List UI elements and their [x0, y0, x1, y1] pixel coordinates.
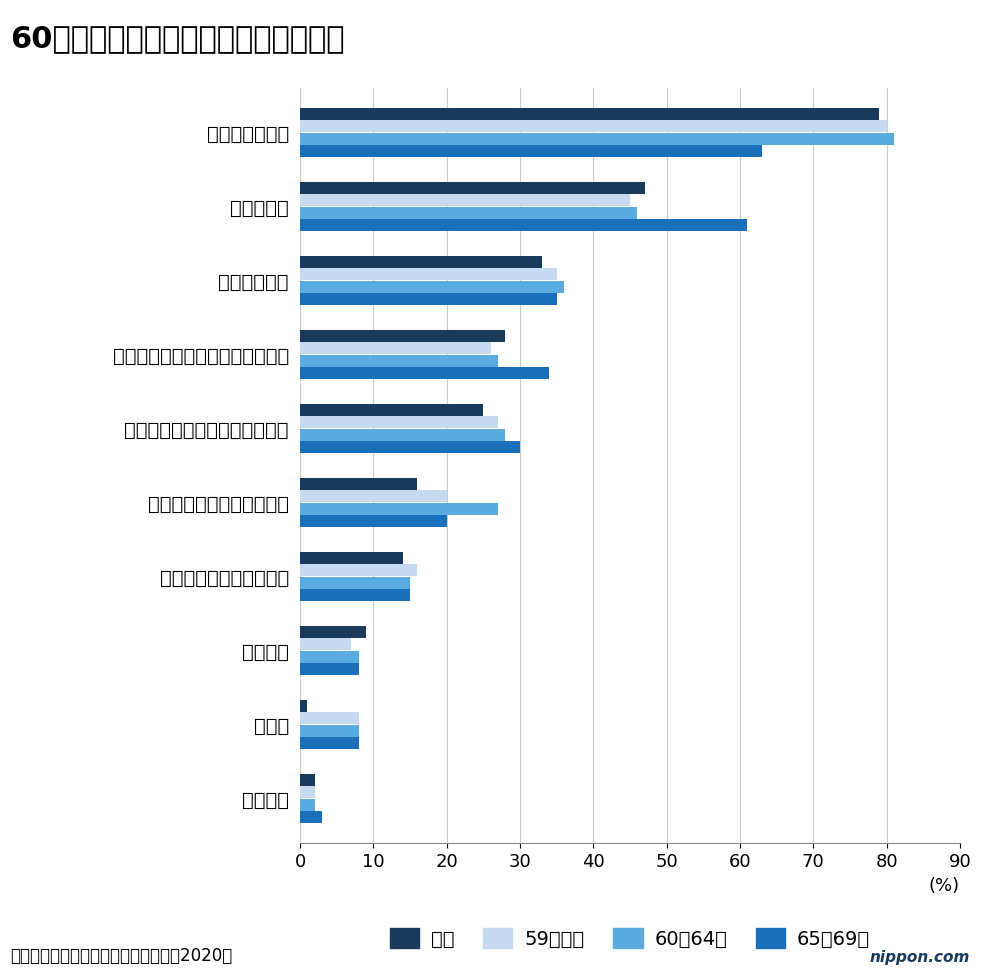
Bar	[300, 342, 491, 354]
Bar	[300, 416, 498, 428]
Bar	[300, 625, 366, 638]
Text: (%): (%)	[929, 877, 960, 895]
Bar	[300, 700, 307, 711]
Bar	[300, 490, 447, 502]
Bar	[300, 712, 359, 724]
Bar	[300, 256, 542, 268]
Bar	[300, 281, 564, 293]
Bar	[300, 663, 359, 675]
Bar	[300, 773, 315, 786]
Bar	[300, 651, 359, 662]
Bar	[300, 207, 637, 219]
Bar	[300, 786, 315, 798]
Bar	[300, 552, 403, 563]
Bar	[300, 181, 645, 194]
Bar	[300, 329, 505, 342]
Legend: 全体, 59歳以下, 60〜64歳, 65〜69歳: 全体, 59歳以下, 60〜64歳, 65〜69歳	[382, 920, 878, 956]
Bar	[300, 564, 417, 576]
Bar	[300, 368, 549, 379]
Bar	[300, 503, 498, 514]
Bar	[300, 799, 315, 810]
Bar	[300, 811, 322, 823]
Bar	[300, 355, 498, 367]
Bar	[300, 515, 447, 527]
Bar	[300, 133, 894, 145]
Bar	[300, 293, 557, 306]
Text: nippon.com: nippon.com	[870, 951, 970, 965]
Bar	[300, 220, 747, 231]
Bar	[300, 577, 410, 589]
Bar	[300, 404, 483, 416]
Bar	[300, 194, 630, 206]
Bar	[300, 121, 887, 132]
Bar	[300, 725, 359, 737]
Bar	[300, 589, 410, 602]
Bar	[300, 429, 505, 441]
Bar	[300, 737, 359, 750]
Text: 出所：連合「高齢者雇用に関する調査2020」: 出所：連合「高齢者雇用に関する調査2020」	[10, 948, 232, 965]
Bar	[300, 441, 520, 454]
Bar	[300, 145, 762, 158]
Text: 60歳以降も働きたい理由（複数回答）: 60歳以降も働きたい理由（複数回答）	[10, 24, 344, 54]
Bar	[300, 477, 417, 490]
Bar	[300, 108, 879, 120]
Bar	[300, 269, 557, 280]
Bar	[300, 638, 351, 650]
